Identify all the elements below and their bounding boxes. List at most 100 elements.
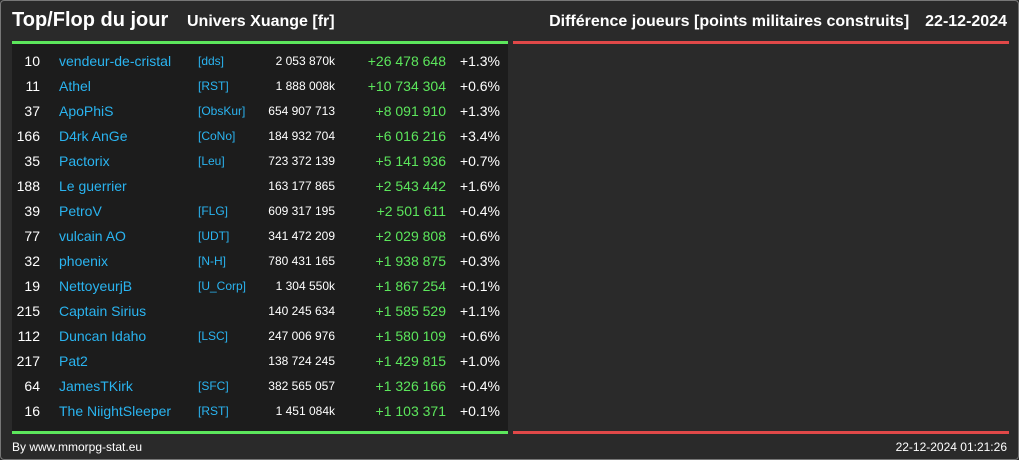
alliance-tag-link[interactable]: [FLG] (198, 204, 229, 218)
points-difference: +26 478 648 (367, 53, 446, 69)
table-row: 11 Athel [RST] 1 888 008k +10 734 304 +0.6% (12, 74, 508, 99)
player-points: 780 431 165 (268, 254, 335, 268)
player-name-link[interactable]: Pat2 (59, 353, 88, 369)
player-rank: 215 (16, 303, 40, 319)
player-name-link[interactable]: PetroV (59, 203, 102, 219)
player-name-link[interactable]: Athel (59, 78, 91, 94)
player-points: 723 372 139 (268, 154, 335, 168)
player-rank: 77 (24, 228, 40, 244)
player-rank: 32 (24, 253, 40, 269)
player-name-link[interactable]: Le guerrier (59, 178, 127, 194)
percent-change: +0.6% (459, 228, 500, 244)
points-difference: +5 141 936 (375, 153, 446, 169)
player-points: 1 888 008k (275, 79, 335, 93)
alliance-tag-link[interactable]: [RST] (198, 79, 229, 93)
page-title: Top/Flop du jour (12, 9, 169, 31)
table-row: 166 D4rk AnGe [CoNo] 184 932 704 +6 016 216 +… (12, 124, 508, 149)
alliance-tag-link[interactable]: [ObsKur] (198, 104, 246, 118)
player-rank: 39 (24, 203, 40, 219)
player-rank: 188 (16, 178, 40, 194)
table-row: 16 The NiightSleeper [RST] 1 451 084k +1 103… (12, 399, 508, 424)
table-row: 10 vendeur-de-cristal [dds] 2 053 870k +26 4… (12, 49, 508, 74)
player-rank: 19 (24, 278, 40, 294)
footer-timestamp: 22-12-2024 01:21:26 (895, 440, 1007, 454)
points-difference: +10 734 304 (367, 78, 446, 94)
player-name-link[interactable]: ApoPhiS (59, 103, 114, 119)
percent-change: +0.6% (459, 78, 500, 94)
player-rank: 16 (24, 403, 40, 419)
points-difference: +6 016 216 (375, 128, 446, 144)
table-row: 215 Captain Sirius 140 245 634 +1 585 529 +1… (12, 299, 508, 324)
alliance-tag-link[interactable]: [LSC] (198, 329, 229, 343)
points-difference: +1 938 875 (375, 253, 446, 269)
percent-change: +1.1% (459, 303, 500, 319)
flop-panel (513, 44, 1009, 431)
player-rank: 10 (24, 53, 40, 69)
points-difference: +1 103 371 (375, 403, 446, 419)
points-difference: +1 585 529 (375, 303, 446, 319)
player-points: 138 724 245 (268, 354, 335, 368)
alliance-tag-link[interactable]: [RST] (198, 404, 229, 418)
table-row: 77 vulcain AO [UDT] 341 472 209 +2 029 808 +0… (12, 224, 508, 249)
table-row: 64 JamesTKirk [SFC] 382 565 057 +1 326 166 +0… (12, 374, 508, 399)
table-row: 217 Pat2 138 724 245 +1 429 815 +1.0% (12, 349, 508, 374)
player-rank: 37 (24, 103, 40, 119)
percent-change: +1.0% (459, 353, 500, 369)
table-row: 19 NettoyeurjB [U_Corp] 1 304 550k +1 867 25… (12, 274, 508, 299)
alliance-tag-link[interactable]: [CoNo] (198, 129, 236, 143)
player-name-link[interactable]: Duncan Idaho (59, 328, 147, 344)
player-points: 163 177 865 (268, 179, 335, 193)
player-points: 654 907 713 (268, 104, 335, 118)
player-name-link[interactable]: vulcain AO (59, 228, 126, 244)
player-rank: 112 (17, 328, 40, 344)
player-points: 2 053 870k (275, 54, 335, 68)
player-points: 140 245 634 (268, 304, 335, 318)
player-points: 341 472 209 (268, 229, 335, 243)
percent-change: +0.7% (459, 153, 500, 169)
player-name-link[interactable]: phoenix (59, 253, 109, 269)
player-rank: 217 (16, 353, 40, 369)
percent-change: +1.6% (459, 178, 500, 194)
metric-label: Différence joueurs [points militaires co… (549, 13, 910, 30)
points-difference: +8 091 910 (375, 103, 446, 119)
points-difference: +1 326 166 (375, 378, 446, 394)
player-name-link[interactable]: vendeur-de-cristal (59, 53, 172, 69)
top-panel (12, 44, 508, 431)
table-row: 32 phoenix [N-H] 780 431 165 +1 938 875 +0.3% (12, 249, 508, 274)
alliance-tag-link[interactable]: [N-H] (198, 254, 226, 268)
footer-credit[interactable]: By www.mmorpg-stat.eu (12, 440, 143, 454)
percent-change: +1.3% (459, 53, 500, 69)
header: Top/Flop du jour Univers Xuange [fr] Dif… (12, 9, 1007, 37)
top-divider-red (513, 41, 1009, 44)
player-points: 1 451 084k (275, 404, 335, 418)
player-points: 609 317 195 (268, 204, 335, 218)
player-points: 247 006 976 (268, 329, 335, 343)
player-name-link[interactable]: NettoyeurjB (59, 278, 133, 294)
universe-label: Univers Xuange [fr] (187, 13, 335, 30)
alliance-tag-link[interactable]: [Leu] (198, 154, 225, 168)
top-players-list: 10 vendeur-de-cristal [dds] 2 053 870k +26 4… (12, 49, 508, 424)
player-name-link[interactable]: The NiightSleeper (59, 403, 172, 419)
player-name-link[interactable]: JamesTKirk (59, 378, 133, 394)
table-row: 35 Pactorix [Leu] 723 372 139 +5 141 936 +0.7… (12, 149, 508, 174)
player-name-link[interactable]: Captain Sirius (59, 303, 147, 319)
alliance-tag-link[interactable]: [dds] (198, 54, 225, 68)
player-name-link[interactable]: D4rk AnGe (59, 128, 128, 144)
percent-change: +0.4% (459, 378, 500, 394)
alliance-tag-link[interactable]: [SFC] (198, 379, 229, 393)
player-rank: 11 (25, 78, 40, 94)
percent-change: +0.3% (459, 253, 500, 269)
top-divider-green (12, 41, 508, 44)
bottom-divider-green (12, 431, 508, 434)
player-name-link[interactable]: Pactorix (59, 153, 110, 169)
percent-change: +0.4% (459, 203, 500, 219)
percent-change: +0.1% (459, 278, 500, 294)
percent-change: +0.1% (459, 403, 500, 419)
table-row: 37 ApoPhiS [ObsKur] 654 907 713 +8 091 910 +1… (12, 99, 508, 124)
percent-change: +1.3% (459, 103, 500, 119)
alliance-tag-link[interactable]: [U_Corp] (198, 279, 247, 293)
header-right: Différence joueurs [points militaires co… (549, 13, 1007, 31)
player-points: 184 932 704 (268, 129, 335, 143)
points-difference: +1 580 109 (375, 328, 446, 344)
alliance-tag-link[interactable]: [UDT] (198, 229, 230, 243)
